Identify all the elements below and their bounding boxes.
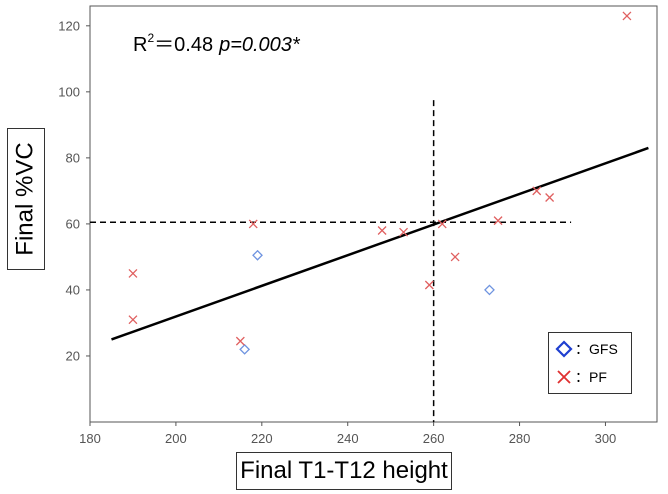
x-tick-label: 220 [251, 431, 273, 446]
pf-data-point [532, 186, 542, 196]
x-marker-icon [557, 370, 571, 384]
y-tick-label: 60 [66, 216, 80, 231]
y-tick-label: 100 [58, 84, 80, 99]
x-axis-title: Final T1-T12 height [236, 452, 452, 490]
y-tick-label: 80 [66, 150, 80, 165]
gfs-data-point [239, 343, 251, 355]
pf-data-point [622, 11, 632, 21]
x-tick-label: 300 [595, 431, 617, 446]
regression-annotation: R2＝0.48 p=0.003* [133, 28, 300, 57]
x-tick-label: 280 [509, 431, 531, 446]
legend: ：GFS ：PF [548, 332, 632, 394]
r-squared-superscript: 2 [147, 31, 155, 45]
gfs-data-point [484, 284, 495, 296]
r-squared-label: R [133, 34, 148, 56]
diamond-marker-icon [555, 340, 573, 358]
x-tick-label: 200 [165, 431, 187, 446]
p-value: p=0.003* [219, 34, 300, 56]
y-tick-label: 120 [58, 18, 80, 33]
pf-data-point [377, 226, 387, 235]
x-axis-title-text: Final T1-T12 height [240, 457, 448, 484]
legend-label-pf: ：PF [575, 369, 607, 385]
legend-item-pf: ：PF [555, 367, 607, 387]
y-tick-label: 20 [66, 348, 80, 363]
regression-line [111, 146, 649, 341]
legend-item-gfs: ：GFS [555, 339, 618, 359]
y-axis-title-text: Final %VC [12, 142, 39, 256]
x-tick-label: 180 [79, 431, 101, 446]
pf-data-point [399, 227, 409, 237]
gfs-data-point [252, 249, 263, 261]
x-tick-label: 240 [337, 431, 359, 446]
y-axis-title: Final %VC [7, 128, 45, 270]
pf-data-point [437, 219, 447, 229]
pf-data-point [493, 216, 503, 226]
pf-data-point [128, 315, 138, 325]
pf-data-point [450, 252, 460, 262]
pf-data-point [235, 336, 245, 346]
x-tick-label: 260 [423, 431, 445, 446]
pf-data-point [424, 280, 434, 290]
legend-label-gfs: ：GFS [575, 341, 618, 357]
pf-data-point [248, 219, 258, 229]
y-tick-label: 40 [66, 282, 80, 297]
pf-data-point [545, 193, 555, 202]
pf-data-point [128, 268, 138, 278]
r-squared-value: ＝0.48 [154, 34, 214, 56]
